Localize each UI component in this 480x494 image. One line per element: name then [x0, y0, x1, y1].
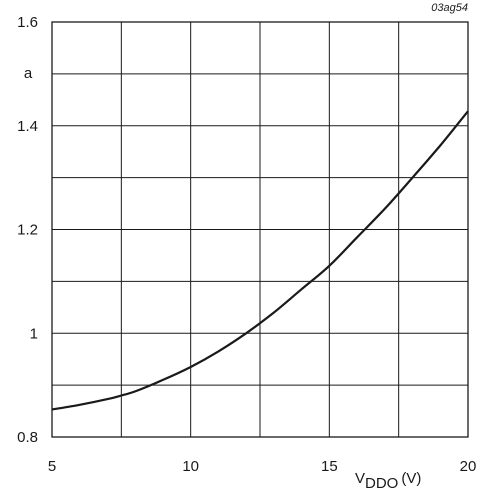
x-axis-label: VDDO (V) [355, 470, 421, 492]
x-tick-label: 10 [182, 458, 199, 475]
plot-frame [51, 21, 469, 438]
y-axis-label: a [24, 65, 33, 82]
x-tick-labels: 5 10 15 20 [48, 458, 477, 475]
x-tick-label: 15 [321, 458, 338, 475]
y-tick-labels: 0.8 1 1.2 1.4 1.6 [17, 14, 38, 446]
grid [52, 22, 468, 437]
x-tick-label: 5 [48, 458, 56, 475]
series-line [51, 110, 469, 411]
y-tick-label: 1.2 [17, 222, 38, 239]
y-tick-label: 1.6 [17, 14, 38, 31]
y-tick-label: 1 [30, 325, 38, 342]
x-axis-label-main: V [355, 470, 365, 487]
y-tick-label: 0.8 [17, 429, 38, 446]
x-axis-label-unit: (V) [401, 470, 421, 487]
x-tick-label: 20 [460, 458, 477, 475]
y-tick-label: 1.4 [17, 118, 38, 135]
figure-id: 03ag54 [431, 2, 468, 14]
x-axis-label-subscript: DDO [365, 475, 398, 492]
